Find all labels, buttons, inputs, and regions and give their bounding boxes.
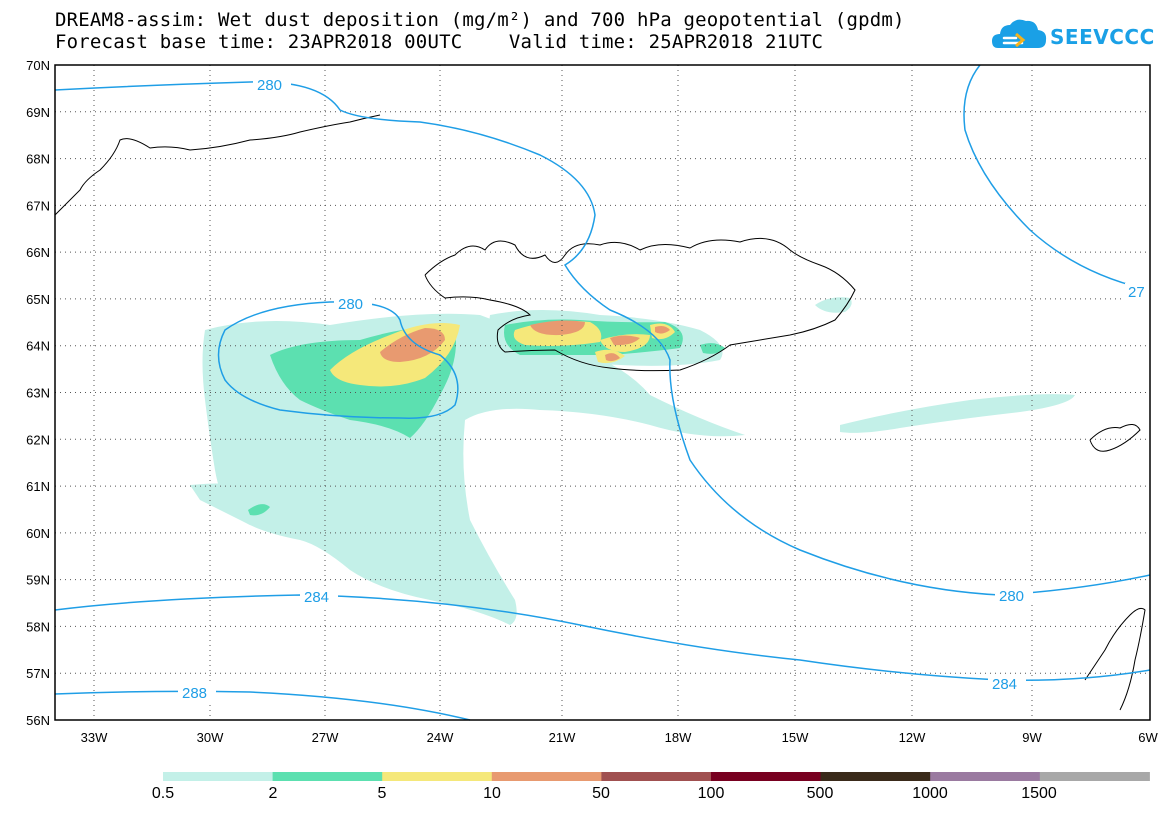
contour-label: 280 (338, 296, 363, 313)
colorbar-label: 10 (483, 785, 501, 802)
lon-label: 18W (665, 730, 692, 745)
dust-fields (190, 297, 1075, 625)
coastline-faroe (1089, 424, 1141, 452)
lat-label: 68N (26, 152, 50, 167)
lat-label: 57N (26, 666, 50, 681)
colorbar-label: 500 (806, 785, 834, 802)
logo-text: SEEVCCC (1050, 25, 1155, 49)
map-subtitle: Forecast base time: 23APR2018 00UTC Vali… (55, 31, 824, 53)
lon-label: 24W (427, 730, 454, 745)
contour-label: 280 (257, 77, 282, 94)
colorbar-swatch (491, 772, 602, 781)
contour-label: 280 (999, 588, 1024, 605)
dust-plume-orange (655, 326, 670, 334)
contour-284 (54, 594, 1151, 682)
lat-label: 64N (26, 339, 50, 354)
contour-280 (54, 81, 1151, 596)
contour-label: 27 (1128, 284, 1145, 301)
lon-label: 12W (899, 730, 926, 745)
lat-label: 59N (26, 573, 50, 588)
map-title: DREAM8-assim: Wet dust deposition (mg/m²… (55, 9, 905, 31)
colorbar-swatch (820, 772, 931, 781)
coastline-greenland (54, 114, 381, 216)
lat-label: 70N (26, 58, 50, 73)
colorbar-label: 5 (377, 785, 387, 802)
colorbar-swatch (930, 772, 1041, 781)
colorbar-swatch (711, 772, 822, 781)
colorbar-swatch (382, 772, 493, 781)
lat-label: 62N (26, 432, 50, 447)
cloud-icon (992, 19, 1047, 48)
coastlines (54, 114, 1146, 711)
lat-label: 69N (26, 105, 50, 120)
axis-labels: 70N 69N 68N 67N 66N 65N 64N 63N 62N 61N 60N 59N 58N 5… (26, 58, 1158, 745)
coastline-iceland (424, 237, 856, 372)
lon-label: 21W (549, 730, 576, 745)
colorbar (163, 772, 1150, 781)
dust-plume-orange (605, 353, 620, 362)
lon-label: 33W (81, 730, 108, 745)
dust-plume-green (700, 343, 725, 354)
dust-plume-light (840, 394, 1075, 433)
colorbar-swatch (601, 772, 712, 781)
graticule (55, 65, 1150, 720)
dust-plume-orange (380, 328, 445, 362)
lat-label: 67N (26, 198, 50, 213)
colorbar-label: 0.5 (151, 785, 175, 802)
lon-label: 15W (782, 730, 809, 745)
lon-label: 9W (1022, 730, 1042, 745)
lon-label: 27W (312, 730, 339, 745)
dust-plume-orange (530, 320, 585, 336)
lon-label: 30W (197, 730, 224, 745)
contour-label: 284 (304, 589, 329, 606)
colorbar-swatch (1039, 772, 1150, 781)
lat-label: 58N (26, 619, 50, 634)
contour-label-group: 280 280 280 284 284 288 27 (178, 75, 1150, 702)
lat-label: 66N (26, 245, 50, 260)
lat-label: 60N (26, 526, 50, 541)
lon-label: 6W (1138, 730, 1158, 745)
colorbar-label: 1000 (912, 785, 948, 802)
contour-288 (54, 690, 471, 721)
colorbar-swatch (163, 772, 274, 781)
plot-frame (54, 64, 1151, 721)
coastline-scotland (1084, 607, 1146, 711)
contour-label: 284 (992, 676, 1017, 693)
colorbar-label: 1500 (1021, 785, 1057, 802)
contour-27x (963, 64, 1151, 291)
colorbar-swatch (272, 772, 383, 781)
dust-plume-green (248, 504, 270, 516)
colorbar-label: 50 (592, 785, 610, 802)
contour-label: 288 (182, 685, 207, 702)
dust-plume-light (815, 297, 852, 313)
dust-plume-light (190, 483, 375, 532)
colorbar-label: 100 (697, 785, 725, 802)
lat-label: 56N (26, 713, 50, 728)
lat-label: 65N (26, 292, 50, 307)
colorbar-label: 2 (268, 785, 278, 802)
lat-label: 61N (26, 479, 50, 494)
dust-plume-orange (610, 335, 640, 346)
lat-label: 63N (26, 386, 50, 401)
seevccc-logo: SEEVCCC (990, 12, 1170, 58)
